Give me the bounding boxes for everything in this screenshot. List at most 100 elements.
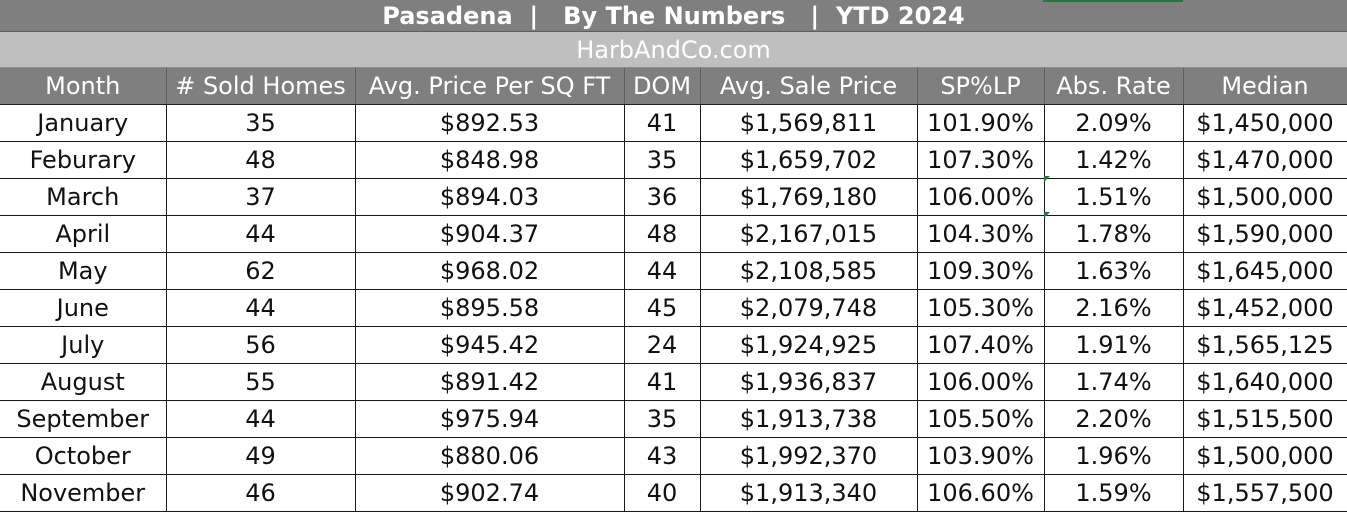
cell-median[interactable]: $1,452,000 xyxy=(1182,289,1347,327)
cell-abs-rate[interactable]: 1.63% xyxy=(1043,252,1184,290)
selection-edge-marker xyxy=(1043,0,1183,2)
cell-avg-sale-price[interactable]: $1,913,340 xyxy=(699,474,918,512)
cell-sold-homes[interactable]: 49 xyxy=(165,437,356,475)
cell-avg-price-sqft[interactable]: $891.42 xyxy=(354,363,625,401)
cell-note-marker xyxy=(1044,176,1050,182)
cell-sp-lp[interactable]: 106.60% xyxy=(916,474,1045,512)
cell-avg-price-sqft[interactable]: $848.98 xyxy=(354,141,625,179)
cell-month[interactable]: October xyxy=(0,437,167,475)
cell-sp-lp[interactable]: 106.00% xyxy=(916,363,1045,401)
cell-dom[interactable]: 36 xyxy=(623,178,701,216)
cell-avg-price-sqft[interactable]: $880.06 xyxy=(354,437,625,475)
cell-median[interactable]: $1,450,000 xyxy=(1182,104,1347,142)
cell-abs-rate[interactable]: 1.42% xyxy=(1043,141,1184,179)
cell-dom[interactable]: 40 xyxy=(623,474,701,512)
cell-sp-lp[interactable]: 104.30% xyxy=(916,215,1045,253)
cell-sold-homes[interactable]: 55 xyxy=(165,363,356,401)
cell-dom[interactable]: 35 xyxy=(623,141,701,179)
cell-dom[interactable]: 35 xyxy=(623,400,701,438)
cell-dom[interactable]: 45 xyxy=(623,289,701,327)
cell-sold-homes[interactable]: 46 xyxy=(165,474,356,512)
cell-sold-homes[interactable]: 44 xyxy=(165,215,356,253)
cell-sold-homes[interactable]: 37 xyxy=(165,178,356,216)
cell-month[interactable]: June xyxy=(0,289,167,327)
cell-sold-homes[interactable]: 62 xyxy=(165,252,356,290)
cell-avg-price-sqft[interactable]: $892.53 xyxy=(354,104,625,142)
cell-median[interactable]: $1,500,000 xyxy=(1182,178,1347,216)
cell-abs-rate[interactable]: 2.09% xyxy=(1043,104,1184,142)
cell-month[interactable]: January xyxy=(0,104,167,142)
table-row: October 49 $880.06 43 $1,992,370 103.90% 1.96%… xyxy=(0,437,1347,475)
cell-dom[interactable]: 41 xyxy=(623,363,701,401)
cell-median[interactable]: $1,640,000 xyxy=(1182,363,1347,401)
cell-sold-homes[interactable]: 35 xyxy=(165,104,356,142)
cell-avg-price-sqft[interactable]: $894.03 xyxy=(354,178,625,216)
cell-sold-homes[interactable]: 44 xyxy=(165,289,356,327)
cell-dom[interactable]: 44 xyxy=(623,252,701,290)
cell-sp-lp[interactable]: 107.30% xyxy=(916,141,1045,179)
cell-abs-rate[interactable]: 1.74% xyxy=(1043,363,1184,401)
cell-median[interactable]: $1,590,000 xyxy=(1182,215,1347,253)
cell-avg-sale-price[interactable]: $1,992,370 xyxy=(699,437,918,475)
cell-month[interactable]: September xyxy=(0,400,167,438)
cell-avg-sale-price[interactable]: $1,913,738 xyxy=(699,400,918,438)
header-dom[interactable]: DOM xyxy=(624,68,701,105)
header-month[interactable]: Month xyxy=(0,68,167,105)
cell-abs-rate[interactable]: 1.59% xyxy=(1043,474,1184,512)
cell-dom[interactable]: 43 xyxy=(623,437,701,475)
cell-sold-homes[interactable]: 56 xyxy=(165,326,356,364)
cell-month[interactable]: May xyxy=(0,252,167,290)
header-median[interactable]: Median xyxy=(1183,68,1347,105)
cell-sp-lp[interactable]: 105.50% xyxy=(916,400,1045,438)
cell-abs-rate[interactable]: 1.91% xyxy=(1043,326,1184,364)
cell-avg-price-sqft[interactable]: $895.58 xyxy=(354,289,625,327)
cell-month[interactable]: July xyxy=(0,326,167,364)
header-sold-homes[interactable]: # Sold Homes xyxy=(166,68,356,105)
cell-sp-lp[interactable]: 105.30% xyxy=(916,289,1045,327)
cell-sold-homes[interactable]: 48 xyxy=(165,141,356,179)
cell-avg-sale-price[interactable]: $1,569,811 xyxy=(699,104,918,142)
cell-dom[interactable]: 41 xyxy=(623,104,701,142)
cell-sold-homes[interactable]: 44 xyxy=(165,400,356,438)
cell-avg-sale-price[interactable]: $2,079,748 xyxy=(699,289,918,327)
cell-abs-rate[interactable]: 1.51% xyxy=(1043,178,1184,216)
cell-avg-sale-price[interactable]: $1,924,925 xyxy=(699,326,918,364)
cell-median[interactable]: $1,557,500 xyxy=(1182,474,1347,512)
cell-sp-lp[interactable]: 106.00% xyxy=(916,178,1045,216)
header-sp-lp[interactable]: SP%LP xyxy=(917,68,1045,105)
cell-avg-sale-price[interactable]: $2,167,015 xyxy=(699,215,918,253)
cell-sp-lp[interactable]: 103.90% xyxy=(916,437,1045,475)
cell-abs-rate[interactable]: 1.78% xyxy=(1043,215,1184,253)
cell-median[interactable]: $1,565,125 xyxy=(1182,326,1347,364)
cell-median[interactable]: $1,500,000 xyxy=(1182,437,1347,475)
cell-abs-rate[interactable]: 2.20% xyxy=(1043,400,1184,438)
cell-avg-price-sqft[interactable]: $975.94 xyxy=(354,400,625,438)
cell-avg-price-sqft[interactable]: $945.42 xyxy=(354,326,625,364)
cell-sp-lp[interactable]: 109.30% xyxy=(916,252,1045,290)
cell-month[interactable]: August xyxy=(0,363,167,401)
cell-dom[interactable]: 48 xyxy=(623,215,701,253)
cell-abs-rate[interactable]: 1.96% xyxy=(1043,437,1184,475)
cell-median[interactable]: $1,470,000 xyxy=(1182,141,1347,179)
header-abs-rate[interactable]: Abs. Rate xyxy=(1044,68,1184,105)
cell-median[interactable]: $1,645,000 xyxy=(1182,252,1347,290)
cell-avg-sale-price[interactable]: $1,936,837 xyxy=(699,363,918,401)
cell-avg-sale-price[interactable]: $1,659,702 xyxy=(699,141,918,179)
cell-month[interactable]: November xyxy=(0,474,167,512)
cell-avg-sale-price[interactable]: $1,769,180 xyxy=(699,178,918,216)
cell-sp-lp[interactable]: 107.40% xyxy=(916,326,1045,364)
cell-month[interactable]: Feburary xyxy=(0,141,167,179)
cell-month[interactable]: April xyxy=(0,215,167,253)
table-row: January 35 $892.53 41 $1,569,811 101.90% 2.09%… xyxy=(0,104,1347,142)
cell-avg-price-sqft[interactable]: $904.37 xyxy=(354,215,625,253)
cell-abs-rate[interactable]: 2.16% xyxy=(1043,289,1184,327)
cell-median[interactable]: $1,515,500 xyxy=(1182,400,1347,438)
cell-sp-lp[interactable]: 101.90% xyxy=(916,104,1045,142)
cell-avg-sale-price[interactable]: $2,108,585 xyxy=(699,252,918,290)
header-avg-sale-price[interactable]: Avg. Sale Price xyxy=(700,68,918,105)
cell-avg-price-sqft[interactable]: $968.02 xyxy=(354,252,625,290)
cell-dom[interactable]: 24 xyxy=(623,326,701,364)
header-avg-price-sqft[interactable]: Avg. Price Per SQ FT xyxy=(355,68,625,105)
cell-month[interactable]: March xyxy=(0,178,167,216)
cell-avg-price-sqft[interactable]: $902.74 xyxy=(354,474,625,512)
